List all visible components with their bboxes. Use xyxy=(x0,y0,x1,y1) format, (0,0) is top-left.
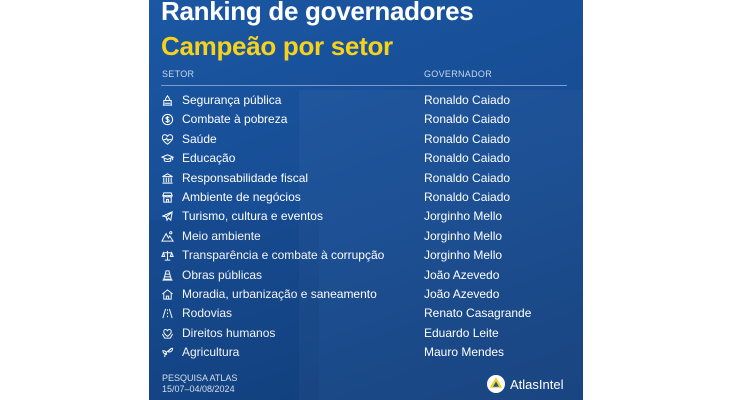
footer-line-2: 15/07–04/08/2024 xyxy=(162,384,235,394)
table-row: Educação Ronaldo Caiado xyxy=(149,149,583,168)
heart-pulse-icon xyxy=(161,133,174,146)
heart-hands-icon xyxy=(161,327,174,340)
table-row: Responsabilidade fiscal Ronaldo Caiado xyxy=(149,169,583,188)
balance-icon xyxy=(161,249,174,262)
row-governador: Ronaldo Caiado xyxy=(424,131,511,146)
graduation-cap-icon xyxy=(161,152,174,165)
row-setor: Agricultura xyxy=(182,345,240,360)
table-row: Ambiente de negócios Ronaldo Caiado xyxy=(149,188,583,207)
atlas-logo-icon xyxy=(487,375,505,393)
sprout-icon xyxy=(161,346,174,359)
table-row: Turismo, cultura e eventos Jorginho Mell… xyxy=(149,207,583,226)
plane-icon xyxy=(161,210,174,223)
table-row: Direitos humanos Eduardo Leite xyxy=(149,324,583,343)
title-line-1: Ranking de governadores xyxy=(161,0,474,26)
mountain-icon xyxy=(161,230,174,243)
row-setor: Moradia, urbanização e saneamento xyxy=(182,286,377,301)
road-icon xyxy=(161,307,174,320)
ranking-table: Segurança pública Ronaldo Caiado Combate… xyxy=(149,91,583,362)
row-setor: Obras públicas xyxy=(182,267,263,282)
row-setor: Turismo, cultura e eventos xyxy=(182,209,323,224)
row-governador: Jorginho Mello xyxy=(424,209,503,224)
row-governador: Ronaldo Caiado xyxy=(424,93,511,107)
table-row: Segurança pública Ronaldo Caiado xyxy=(149,91,583,110)
row-setor: Educação xyxy=(182,151,236,166)
header-divider xyxy=(161,85,567,86)
row-governador: Ronaldo Caiado xyxy=(424,151,511,166)
table-row: Saúde Ronaldo Caiado xyxy=(149,130,583,149)
row-setor: Rodovias xyxy=(182,306,233,321)
table-row: Moradia, urbanização e saneamento João A… xyxy=(149,285,583,304)
row-setor: Combate à pobreza xyxy=(182,112,288,127)
row-setor: Direitos humanos xyxy=(182,325,276,340)
row-setor: Responsabilidade fiscal xyxy=(182,170,309,185)
atlasintel-logo: AtlasIntel xyxy=(486,374,563,394)
column-header-governador: GOVERNADOR xyxy=(424,69,493,79)
logo-text: AtlasIntel xyxy=(510,376,564,392)
construction-cone-icon xyxy=(161,269,174,282)
row-setor: Transparência e combate à corrupção xyxy=(182,248,385,263)
row-governador: Ronaldo Caiado xyxy=(424,170,511,185)
row-governador: Jorginho Mello xyxy=(424,248,503,263)
store-icon xyxy=(161,191,174,204)
row-setor: Saúde xyxy=(182,131,217,146)
row-governador: Ronaldo Caiado xyxy=(424,189,511,204)
row-governador: Eduardo Leite xyxy=(424,325,499,340)
dollar-icon xyxy=(161,113,174,126)
row-governador: João Azevedo xyxy=(424,267,500,282)
table-row: Agricultura Mauro Mendes xyxy=(149,343,583,362)
footer-line-1: PESQUISA ATLAS xyxy=(162,373,238,383)
row-setor: Meio ambiente xyxy=(182,228,261,243)
row-governador: Mauro Mendes xyxy=(424,345,505,360)
title-line-2: Campeão por setor xyxy=(161,31,393,61)
table-row: Combate à pobreza Ronaldo Caiado xyxy=(149,110,583,129)
row-setor: Segurança pública xyxy=(182,93,282,107)
table-row: Rodovias Renato Casagrande xyxy=(149,304,583,323)
row-governador: João Azevedo xyxy=(424,286,500,301)
ranking-card: Ranking de governadores Campeão por seto… xyxy=(149,0,583,400)
footer-source: PESQUISA ATLAS 15/07–04/08/2024 xyxy=(162,373,237,395)
row-setor: Ambiente de negócios xyxy=(182,189,301,204)
security-icon xyxy=(161,94,174,107)
column-header-setor: SETOR xyxy=(162,69,195,79)
row-governador: Jorginho Mello xyxy=(424,228,503,243)
table-row: Obras públicas João Azevedo xyxy=(149,266,583,285)
row-governador: Renato Casagrande xyxy=(424,306,532,321)
table-row: Transparência e combate à corrupção Jorg… xyxy=(149,246,583,265)
bank-icon xyxy=(161,172,174,185)
table-row: Meio ambiente Jorginho Mello xyxy=(149,227,583,246)
house-icon xyxy=(161,288,174,301)
row-governador: Ronaldo Caiado xyxy=(424,112,511,127)
